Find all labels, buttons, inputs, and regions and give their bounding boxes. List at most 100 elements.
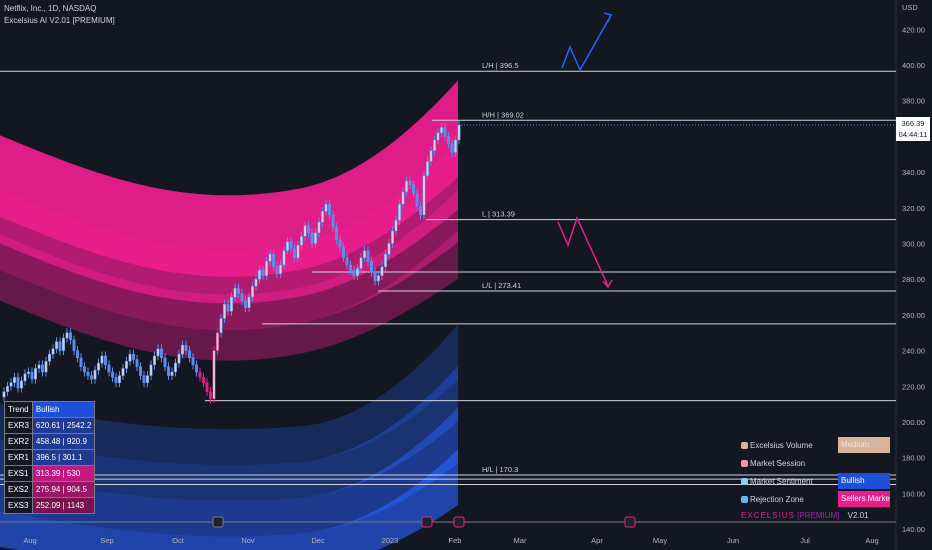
y-tick-label: 160.00	[902, 489, 925, 498]
table-row: EXR2 458.48 | 920.9	[4, 433, 96, 450]
candle-body	[380, 266, 384, 276]
candle-body	[457, 124, 461, 141]
candle-body	[104, 355, 107, 366]
upper-band-layer	[0, 139, 458, 304]
candle-body	[401, 191, 405, 205]
chart-title: Netflix, Inc., 1D, NASDAQ	[4, 4, 97, 13]
candle-body	[139, 366, 142, 376]
candle-body	[394, 220, 398, 232]
flame-icon	[741, 442, 748, 449]
candle-body	[328, 203, 331, 216]
candle-body	[363, 250, 366, 259]
x-tick-label: May	[653, 536, 667, 545]
candle-body	[258, 270, 261, 280]
x-tick-label: Mar	[514, 536, 527, 545]
candle-body	[51, 348, 55, 355]
candle-body	[195, 364, 198, 373]
rejection-badge: Sellers Market	[838, 491, 890, 507]
legend-rejection: Rejection Zone	[741, 495, 804, 504]
candle-body	[377, 275, 380, 282]
level-label: L/H | 396.5	[482, 61, 519, 70]
y-tick-label: 200.00	[902, 418, 925, 427]
candle-body	[447, 136, 450, 144]
candle-body	[62, 337, 65, 351]
candle-body	[296, 245, 300, 259]
candle-body	[314, 232, 317, 244]
event-marker-icon	[421, 516, 433, 528]
table-row: EXR3 620.61 | 2542.2	[4, 417, 96, 434]
brand-footer: EXCELSIUS [PREMIUM] V2.01	[741, 511, 869, 520]
bearish-projection-arrow	[557, 215, 609, 287]
candle-body	[261, 270, 265, 276]
candle-body	[230, 296, 233, 312]
candle-body	[216, 332, 219, 351]
y-tick-label: 280.00	[902, 275, 925, 284]
candle-body	[30, 371, 34, 380]
candle-body	[44, 361, 48, 373]
candle-body	[352, 270, 356, 276]
candle-body	[83, 366, 86, 373]
arrow-head-icon	[602, 279, 613, 289]
candle-body	[331, 214, 335, 228]
table-value: 396.5 | 301.1	[31, 449, 96, 466]
y-tick-label: 300.00	[902, 240, 925, 249]
lower-band-layer	[0, 449, 458, 550]
event-marker-icon	[453, 516, 465, 528]
candle-body	[37, 364, 41, 369]
y-tick-label: 220.00	[902, 382, 925, 391]
legend-volume-label: Excelsius Volume	[750, 441, 813, 450]
table-value: 275.94 | 904.5	[31, 481, 96, 498]
candle-body	[450, 143, 454, 153]
candle-body	[97, 362, 100, 371]
clock-icon	[741, 460, 748, 467]
lower-band-layer	[0, 365, 458, 501]
y-axis-unit: USD	[902, 3, 918, 12]
candle-body	[16, 377, 20, 389]
table-key: Trend	[4, 401, 33, 418]
candle-body	[86, 371, 90, 376]
bar-countdown: 04:44:11	[898, 130, 928, 139]
candle-body	[9, 382, 13, 387]
candle-body	[34, 368, 37, 380]
candle-body	[338, 239, 342, 248]
lower-band-layer	[0, 407, 458, 537]
candle-body	[27, 371, 30, 375]
y-tick-label: 400.00	[902, 61, 925, 70]
candle-body	[286, 241, 289, 251]
table-value: 313.39 | 530	[31, 465, 96, 482]
candle-body	[184, 344, 188, 351]
candle-body	[419, 205, 422, 216]
candle-body	[254, 278, 258, 287]
candle-body	[205, 382, 209, 392]
table-key: EXR3	[4, 417, 33, 434]
candle-body	[181, 344, 184, 355]
candle-body	[366, 250, 370, 262]
table-row: EXS1 313.39 | 530	[4, 465, 96, 482]
candle-body	[191, 357, 195, 366]
upper-band-layer	[0, 189, 458, 331]
candle-body	[226, 303, 230, 312]
candle-body	[107, 364, 111, 373]
candle-body	[307, 225, 310, 234]
candle-body	[387, 243, 391, 255]
candle-body	[412, 184, 415, 194]
arrow-head-icon	[603, 12, 613, 23]
shield-icon	[741, 496, 748, 503]
candle-body	[265, 261, 268, 276]
candle-body	[114, 377, 118, 383]
y-tick-label: 180.00	[902, 454, 925, 463]
candle-body	[398, 203, 401, 221]
candle-body	[268, 253, 272, 262]
x-tick-label: Aug	[23, 536, 36, 545]
candle-body	[198, 371, 202, 378]
candle-body	[408, 180, 412, 185]
candle-body	[72, 339, 76, 351]
candle-body	[121, 368, 125, 376]
y-tick-label: 380.00	[902, 97, 925, 106]
table-key: EXR1	[4, 449, 33, 466]
y-tick-label: 340.00	[902, 168, 925, 177]
table-key: EXR2	[4, 433, 33, 450]
candle-body	[349, 264, 352, 271]
candle-body	[384, 253, 387, 267]
